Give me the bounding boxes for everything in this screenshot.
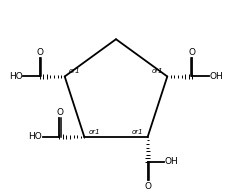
Text: HO: HO bbox=[28, 132, 42, 141]
Text: O: O bbox=[188, 48, 195, 57]
Text: OH: OH bbox=[209, 72, 222, 81]
Text: or1: or1 bbox=[151, 68, 162, 74]
Text: O: O bbox=[144, 182, 151, 191]
Text: HO: HO bbox=[9, 72, 22, 81]
Text: or1: or1 bbox=[88, 129, 100, 135]
Text: O: O bbox=[36, 48, 43, 57]
Text: or1: or1 bbox=[69, 68, 80, 74]
Text: or1: or1 bbox=[131, 129, 143, 135]
Text: O: O bbox=[56, 108, 63, 117]
Text: OH: OH bbox=[164, 157, 178, 166]
